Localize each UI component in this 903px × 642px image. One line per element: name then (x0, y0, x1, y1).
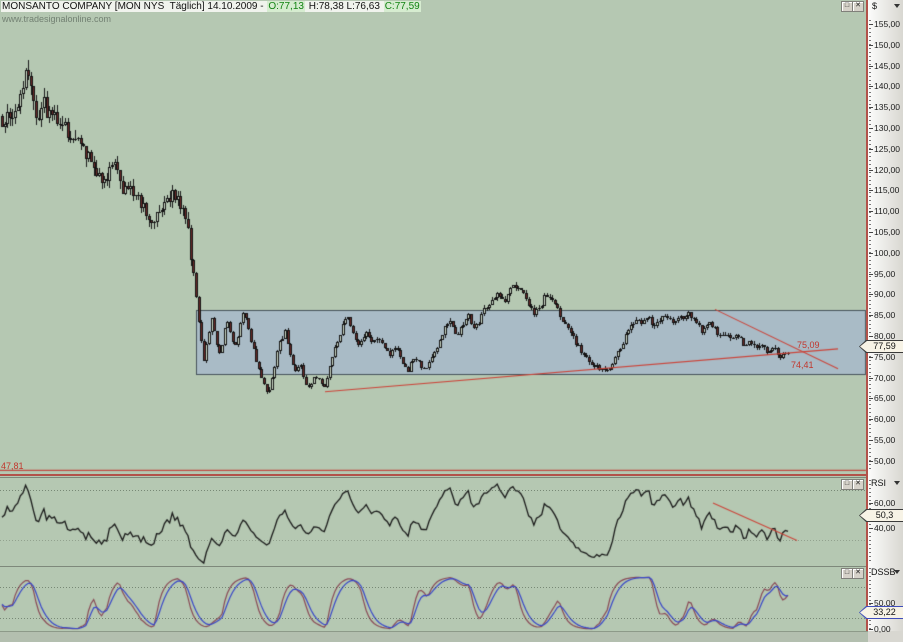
title-close-value: C:77,59 (383, 1, 421, 12)
axis-tick (869, 629, 873, 630)
rsi-value-callout: 50,3 (859, 509, 903, 522)
axis-tick-label: 95,00 (874, 269, 896, 279)
axis-tick-label: 0,00 (874, 624, 891, 634)
main-panel-bottom-border (0, 474, 866, 476)
axis-tick (869, 398, 873, 399)
axis-tick-label: 50,00 (874, 598, 896, 608)
dssb-axis-minor-ticks (869, 568, 871, 630)
axis-tick-label: 60,00 (874, 414, 896, 424)
axis-tick (869, 24, 873, 25)
axis-tick (869, 107, 873, 108)
axis-tick (869, 170, 873, 171)
chart-title: MONSANTO COMPANY [MON NYS Täglich] 14.10… (1, 1, 421, 12)
dssb-dropdown-icon[interactable] (894, 570, 900, 574)
axis-tick-label: 80,00 (874, 331, 896, 341)
rsi-gridline-70 (0, 490, 866, 491)
axis-tick-label: 55,00 (874, 435, 896, 445)
axis-tick-label: 125,00 (874, 144, 900, 154)
title-highlow-values: H:78,38 L:76,63 (304, 1, 384, 12)
main-axis-dropdown-icon[interactable] (894, 4, 900, 8)
axis-tick (869, 603, 873, 604)
last-price-callout: 77,59 (859, 340, 903, 353)
dssb-gridline-80 (0, 587, 866, 588)
axis-tick-label: 120,00 (874, 165, 900, 175)
axis-tick-label: 130,00 (874, 123, 900, 133)
axis-tick (869, 419, 873, 420)
axis-tick-label: 155,00 (874, 19, 900, 29)
panel-separator (0, 566, 903, 567)
axis-tick-label: 100,00 (874, 248, 900, 258)
axis-tick-label: 60,00 (874, 498, 896, 508)
axis-tick-label: 115,00 (874, 185, 900, 195)
last-price-value: 77,59 (873, 341, 896, 351)
rsi-value: 50,3 (875, 510, 894, 520)
dssb-close-button[interactable]: ✕ (852, 568, 864, 579)
watermark: www.tradesignalonline.com (2, 14, 112, 24)
rsi-axis-minor-ticks (869, 480, 871, 564)
axis-tick-label: 70,00 (874, 373, 896, 383)
axis-tick (869, 190, 873, 191)
trendline-price-label-upper: 75,09 (797, 340, 820, 350)
axis-tick (869, 45, 873, 46)
axis-separator-line (866, 0, 868, 631)
axis-tick (869, 528, 873, 529)
axis-tick (869, 86, 873, 87)
axis-corner (868, 631, 903, 642)
rsi-panel-header: RSI (871, 478, 887, 488)
axis-tick-label: 145,00 (874, 61, 900, 71)
axis-tick (869, 274, 873, 275)
trendline-price-label-lower: 74,41 (791, 360, 814, 370)
axis-tick (869, 66, 873, 67)
axis-tick (869, 378, 873, 379)
axis-tick-label: 50,00 (874, 456, 896, 466)
axis-tick-label: 40,00 (874, 523, 896, 533)
rsi-dropdown-icon[interactable] (894, 481, 900, 485)
axis-tick-label: 150,00 (874, 40, 900, 50)
dssb-gridline-20 (0, 618, 866, 619)
axis-tick (869, 440, 873, 441)
axis-tick-label: 140,00 (874, 81, 900, 91)
price-axis-column[interactable] (868, 0, 903, 631)
axis-tick (869, 336, 873, 337)
main-axis-minor-ticks (869, 20, 871, 472)
axis-tick (869, 315, 873, 316)
dssb-panel-header: DSSB (871, 567, 896, 577)
axis-tick (869, 149, 873, 150)
axis-tick (869, 232, 873, 233)
axis-tick-label: 65,00 (874, 393, 896, 403)
axis-tick (869, 503, 873, 504)
axis-tick-label: 135,00 (874, 102, 900, 112)
axis-tick (869, 461, 873, 462)
axis-tick (869, 294, 873, 295)
rsi-close-button[interactable]: ✕ (852, 479, 864, 490)
main-close-button[interactable]: ✕ (852, 1, 864, 12)
main-axis-header: $ (872, 1, 878, 11)
dssb-value: 33,22 (873, 607, 896, 617)
panel-separator (0, 477, 903, 478)
rsi-gridline-30 (0, 540, 866, 541)
axis-tick-label: 90,00 (874, 289, 896, 299)
axis-tick-label: 105,00 (874, 227, 900, 237)
axis-tick-label: 75,00 (874, 352, 896, 362)
axis-tick (869, 357, 873, 358)
axis-tick-label: 85,00 (874, 310, 896, 320)
support-price-label: 47,81 (1, 461, 24, 471)
dssb-value-callout: 33,22 (859, 606, 903, 619)
axis-tick (869, 128, 873, 129)
axis-tick (869, 211, 873, 212)
panel-separator (0, 631, 903, 632)
title-open-value: O:77,13 (267, 1, 305, 12)
bottom-strip (0, 632, 903, 642)
axis-tick (869, 253, 873, 254)
title-symbol: MONSANTO COMPANY [MON NYS Täglich] 14.10… (1, 1, 268, 12)
axis-tick-label: 110,00 (874, 206, 900, 216)
